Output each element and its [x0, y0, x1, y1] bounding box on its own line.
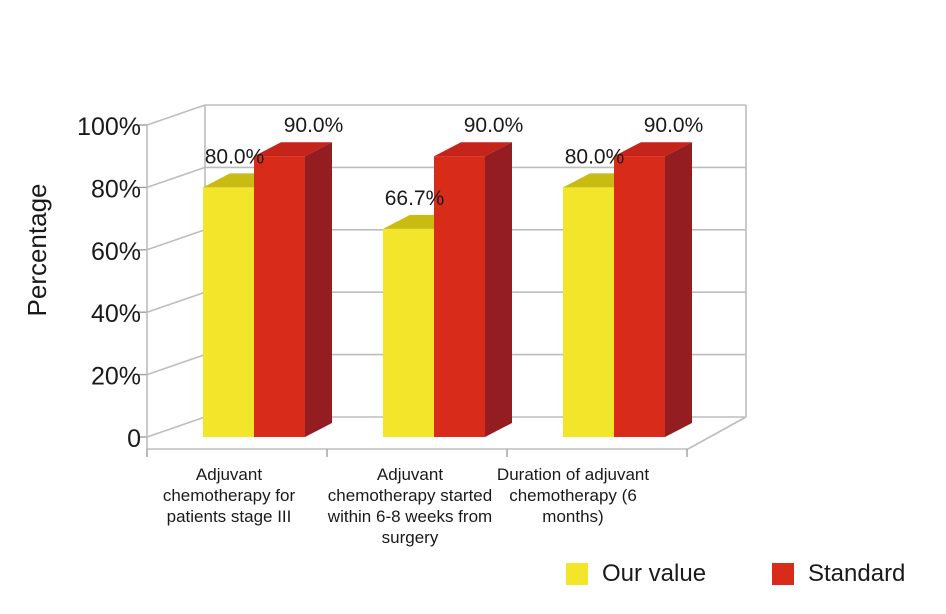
gridline-diagonal: [146, 229, 206, 251]
gridline-diagonal: [146, 291, 206, 313]
gridline-diagonal: [146, 166, 206, 189]
floor-edge: [687, 416, 747, 450]
bar-side-face: [485, 142, 512, 437]
legend-swatch-standard: [772, 563, 794, 585]
y-tick-label: 80%: [91, 175, 141, 203]
bar-front-face: [383, 228, 434, 437]
legend-item-standard: Standard: [772, 560, 905, 588]
gridline-diagonal: [146, 416, 206, 438]
data-label-standard-1: 90.0%: [284, 114, 344, 137]
bar-standard-1: [254, 142, 332, 437]
bar-top-face: [614, 142, 692, 157]
bar-standard-3: [614, 142, 692, 437]
bar-front-face: [434, 156, 485, 437]
legend-swatch-our-value: [566, 563, 588, 585]
y-tick-label: 20%: [91, 363, 141, 391]
bar-side-face: [305, 142, 332, 437]
legend-item-our-value: Our value: [566, 560, 706, 588]
y-tick-label: 60%: [91, 238, 141, 266]
y-tick-label: 0: [127, 425, 141, 453]
bar-front-face: [614, 156, 665, 437]
bar-front-face: [254, 156, 305, 437]
bar-top-face: [254, 142, 332, 157]
category-label-1: Adjuvant chemotherapy for patients stage…: [162, 465, 296, 526]
data-label-our-value-3: 80.0%: [565, 145, 625, 168]
bar-front-face: [563, 187, 614, 437]
bar-standard-2: [434, 142, 512, 437]
category-label-3: Duration of adjuvant chemotherapy (6 mon…: [496, 465, 650, 526]
bar-front-face: [203, 187, 254, 437]
y-axis-label: Percentage: [22, 184, 52, 317]
data-label-standard-2: 90.0%: [464, 114, 524, 137]
data-label-our-value-1: 80.0%: [205, 145, 265, 168]
legend-label-standard: Standard: [808, 560, 906, 587]
data-label-standard-3: 90.0%: [644, 114, 704, 137]
category-label-2: Adjuvant chemotherapy started within 6-8…: [327, 465, 493, 547]
y-tick-label: 100%: [77, 113, 141, 141]
y-tick-label: 40%: [91, 300, 141, 328]
bar-side-face: [665, 142, 692, 437]
legend-label-our-value: Our value: [602, 560, 707, 587]
data-label-our-value-2: 66.7%: [385, 187, 445, 210]
gridline-diagonal: [146, 353, 206, 376]
gridline-diagonal: [146, 104, 206, 126]
bar-top-face: [434, 142, 512, 157]
